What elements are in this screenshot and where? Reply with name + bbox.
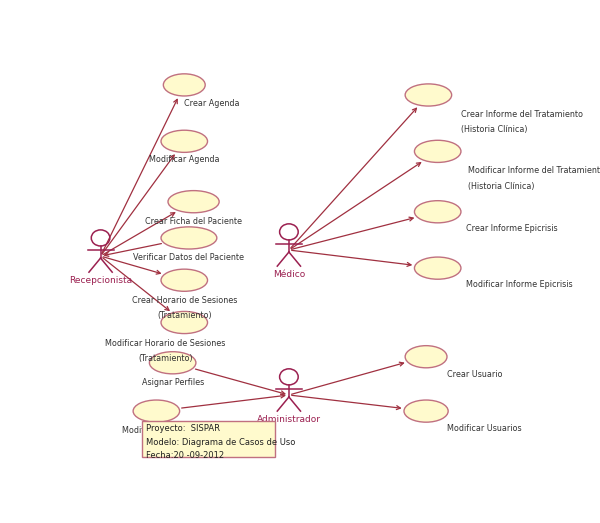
Ellipse shape xyxy=(405,84,452,106)
Text: Modificar Usuarios: Modificar Usuarios xyxy=(447,424,521,433)
Text: (Tratamiento): (Tratamiento) xyxy=(157,311,212,320)
Ellipse shape xyxy=(161,227,217,249)
Ellipse shape xyxy=(168,190,219,213)
Text: Crear Agenda: Crear Agenda xyxy=(184,99,240,108)
Ellipse shape xyxy=(161,311,208,334)
Text: Crear Informe del Tratamiento: Crear Informe del Tratamiento xyxy=(461,110,583,119)
Text: Modificar Informe Epicrisis: Modificar Informe Epicrisis xyxy=(466,280,572,289)
Ellipse shape xyxy=(404,400,448,422)
FancyBboxPatch shape xyxy=(142,421,275,458)
Text: Médico: Médico xyxy=(273,270,305,279)
Ellipse shape xyxy=(163,74,205,96)
Text: (Historia Clínica): (Historia Clínica) xyxy=(461,125,527,134)
Text: Verificar Datos del Paciente: Verificar Datos del Paciente xyxy=(133,253,244,262)
Ellipse shape xyxy=(415,257,461,279)
Ellipse shape xyxy=(161,269,208,291)
Text: Crear Usuario: Crear Usuario xyxy=(447,370,503,379)
Ellipse shape xyxy=(415,140,461,163)
Text: Modificar Agenda: Modificar Agenda xyxy=(149,155,220,164)
Ellipse shape xyxy=(415,201,461,223)
Ellipse shape xyxy=(133,400,179,422)
Text: Asignar Perfiles: Asignar Perfiles xyxy=(142,378,204,386)
Text: Modificar Horario de Sesiones: Modificar Horario de Sesiones xyxy=(106,338,226,348)
Ellipse shape xyxy=(405,346,447,368)
Text: Recepcionista: Recepcionista xyxy=(69,276,132,285)
Ellipse shape xyxy=(161,130,208,152)
Ellipse shape xyxy=(149,351,196,374)
Text: (Historia Clínica): (Historia Clínica) xyxy=(468,181,535,190)
Text: Proyecto:  SISPAR
Modelo: Diagrama de Casos de Uso
Fecha:20 -09-2012: Proyecto: SISPAR Modelo: Diagrama de Cas… xyxy=(146,424,296,460)
Text: Crear Ficha del Paciente: Crear Ficha del Paciente xyxy=(145,217,242,225)
Text: (Tratamiento): (Tratamiento) xyxy=(139,354,193,363)
Text: Modificar Informe del Tratamiento: Modificar Informe del Tratamiento xyxy=(468,166,600,175)
Text: Modificar Perfiles: Modificar Perfiles xyxy=(122,426,191,435)
Text: Crear Horario de Sesiones: Crear Horario de Sesiones xyxy=(131,295,237,304)
Text: Crear Informe Epicrisis: Crear Informe Epicrisis xyxy=(466,224,557,233)
Text: Administrador: Administrador xyxy=(257,415,321,424)
